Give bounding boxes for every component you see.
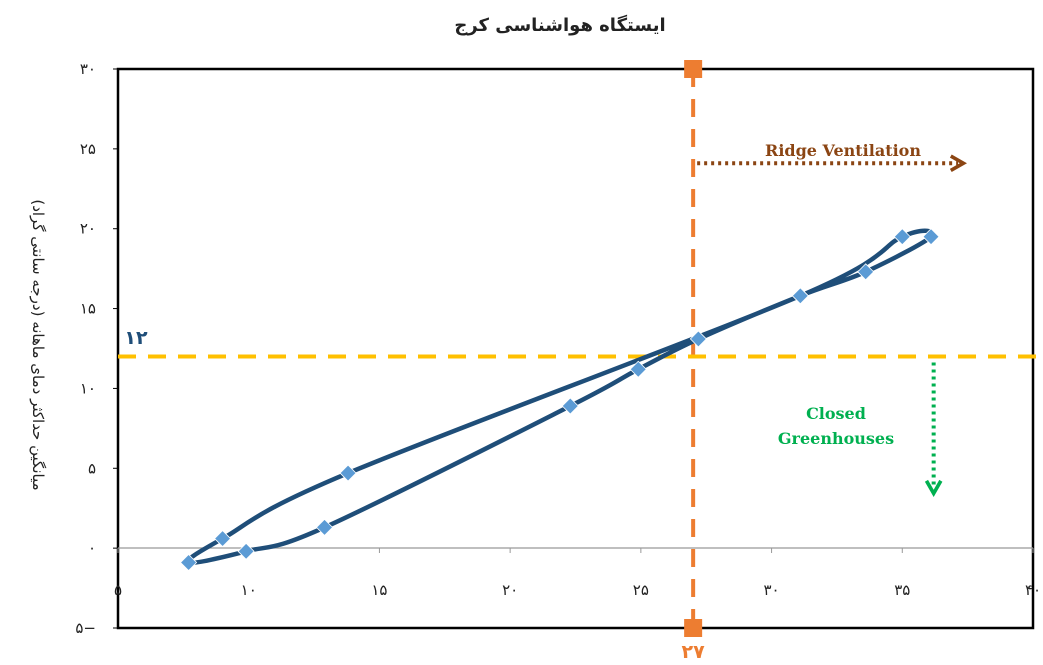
plot-area-frame <box>116 67 1035 630</box>
y-tick-label: ۵− <box>75 619 96 637</box>
plot-layer: ۵− ۰ ۵ ۱۰ ۱۵ ۲۰ ۲۵ ۳۰ ۵ ۱۰ ۱۵ ۲۰ ۲۵ ۳۰ ۳۵ ۴۰ ۲۷ ۱۲ <box>75 60 1041 663</box>
data-point <box>922 228 940 246</box>
x-tick-label: ۵ <box>114 581 122 599</box>
x-tick-label: ۳۵ <box>894 581 910 599</box>
data-point <box>893 228 911 246</box>
x-tick-label: ۲۵ <box>633 581 649 599</box>
series-loop-line <box>185 228 935 566</box>
closed-greenhouses-label-line2: Greenhouses <box>778 429 894 448</box>
x-tick-label: ۱۰ <box>241 581 257 599</box>
x-tick-label: ۳۰ <box>764 581 780 599</box>
data-point <box>629 360 647 378</box>
x-tick-label: ۲۰ <box>502 581 518 599</box>
closed-greenhouses-label-line1: Closed <box>806 404 866 423</box>
y-tick-label: ۳۰ <box>80 60 96 78</box>
reference-x27-label: ۲۷ <box>682 641 706 661</box>
y-tick-label: ۲۰ <box>80 220 96 238</box>
data-point <box>315 518 334 536</box>
data-point <box>561 397 579 415</box>
ridge-ventilation-label: Ridge Ventilation <box>765 141 921 160</box>
y-tick-label: ۰ <box>88 539 96 557</box>
data-point <box>339 464 357 482</box>
x-tick-label: ۴۰ <box>1025 581 1041 599</box>
data-point <box>237 542 255 560</box>
y-tick-label: ۱۰ <box>80 379 96 397</box>
data-point <box>214 529 232 548</box>
x-tick-label: ۱۵ <box>371 581 387 599</box>
chart-title: ایستگاه هواشناسی کرج <box>454 14 665 36</box>
data-point <box>689 330 707 348</box>
reference-y12-label: ۱۲ <box>124 327 148 349</box>
data-point <box>791 287 809 305</box>
y-axis-label: میانگین حداکثر دمای ماهانه (درجه سانتی گ… <box>29 199 47 490</box>
reference-x27-bottom-marker <box>684 619 703 637</box>
data-point <box>180 553 198 572</box>
reference-x27-top-marker <box>684 60 703 78</box>
y-tick-label: ۲۵ <box>80 140 96 158</box>
y-tick-label: ۱۵ <box>80 300 96 318</box>
y-tick-label: ۵ <box>88 459 96 477</box>
data-point <box>857 263 875 281</box>
